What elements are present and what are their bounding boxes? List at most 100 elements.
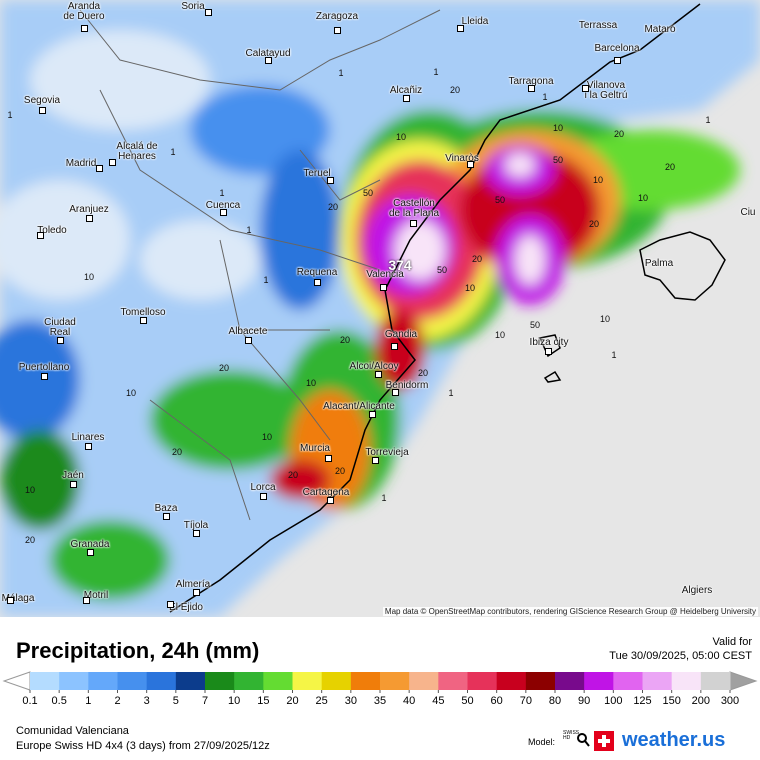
city-marker [245,337,252,344]
city-label: Linares [71,432,105,443]
city-label: Aranjuez [69,204,109,215]
city-label: Castellón de la Plana [388,198,440,219]
city-marker [140,317,147,324]
city-marker [528,85,535,92]
legend-tick-label: 125 [633,695,651,707]
city-label: Ibiza city [529,337,569,348]
city-marker [614,57,621,64]
city-label: Málaga [1,593,35,604]
city-label: Mataró [644,24,676,35]
city-marker [70,481,77,488]
legend-swatch [467,672,498,690]
precip-map [0,0,760,617]
legend-swatch [350,672,381,690]
precip-label: 374 [388,257,412,273]
logo-icons [577,731,614,751]
precip-label: 1 [7,110,13,120]
city-label: Alcalá de Henares [116,141,158,162]
city-label: Palma [644,258,674,269]
city-marker [369,411,376,418]
city-marker [467,161,474,168]
city-marker [193,589,200,596]
city-label: Tarragona [508,76,554,87]
precip-label: 1 [611,350,617,360]
precip-label: 1 [170,147,176,157]
city-marker [545,348,552,355]
legend-tick-label: 30 [345,695,357,707]
legend-tick-label: 50 [461,695,473,707]
precip-label: 1 [219,188,225,198]
legend-swatch [146,672,177,690]
city-marker [41,373,48,380]
legend-swatch [234,672,264,690]
precip-label: 10 [552,123,564,133]
brand: weather.us [622,729,726,751]
city-label: Motril [83,590,109,601]
precip-label: 10 [599,314,611,324]
legend-tick-label: 150 [662,695,680,707]
precip-label: 20 [171,447,183,457]
legend-swatch [584,672,614,690]
legend-tick-label: 300 [721,695,739,707]
legend-swatch [642,672,673,690]
precip-label: 1 [542,92,548,102]
city-label: Almería [175,579,211,590]
city-marker [87,549,94,556]
city-label: Aranda de Duero [63,1,105,22]
legend-tick-label: 2 [114,695,120,707]
legend-swatch [438,672,468,690]
region: Comunidad Valenciana [16,725,129,737]
precip-label: 10 [125,388,137,398]
legend-swatch [380,672,410,690]
precip-label: 10 [24,485,36,495]
precip-label: 20 [218,363,230,373]
precip-label: 20 [471,254,483,264]
legend-tick-label: 35 [374,695,386,707]
legend-swatch [555,672,585,690]
city-label: Alcañiz [389,85,423,96]
precip-label: 1 [246,225,252,235]
legend-tick-label: 40 [403,695,415,707]
legend-tick-label: 1 [85,695,91,707]
precip-label: 10 [494,330,506,340]
city-label: Jaén [62,470,84,481]
city-marker [85,443,92,450]
city-label: Soria [181,1,205,12]
legend-tick-label: 25 [316,695,328,707]
legend-swatch [205,672,235,690]
precip-label: 20 [24,535,36,545]
precip-label: 20 [339,335,351,345]
legend-swatch [613,672,643,690]
city-marker [260,493,267,500]
legend-tick-label: 10 [228,695,240,707]
city-marker [582,85,589,92]
city-label: Algiers [681,585,713,596]
city-marker [167,601,174,608]
city-label: Tomelloso [120,307,166,318]
city-marker [327,497,334,504]
city-marker [403,95,410,102]
city-marker [392,389,399,396]
city-marker [334,27,341,34]
city-label: Benidorm [385,380,429,391]
precip-label: 10 [305,378,317,388]
legend-swatch [671,672,702,690]
map: Aranda de Duero Soria Zaragoza Lleida Terras… [0,0,760,617]
city-label: Alacant/Alicante [323,401,395,412]
legend-tick-label: 45 [432,695,444,707]
legend-tick-label: 3 [144,695,150,707]
swiss-hd: SWISS HD [563,730,580,741]
legend-swatch [409,672,439,690]
city-label: Cartagena [302,487,350,498]
precip-label: 10 [637,193,649,203]
city-marker [325,455,332,462]
legend-tick-label: 5 [173,695,179,707]
legend-tick-label: 70 [520,695,532,707]
legend-swatch [263,672,293,690]
city-label: Tíjola [183,520,209,531]
precip-label: 50 [436,265,448,275]
legend-above [729,671,758,691]
legend-swatch [700,672,731,690]
precip-label: 10 [261,432,273,442]
